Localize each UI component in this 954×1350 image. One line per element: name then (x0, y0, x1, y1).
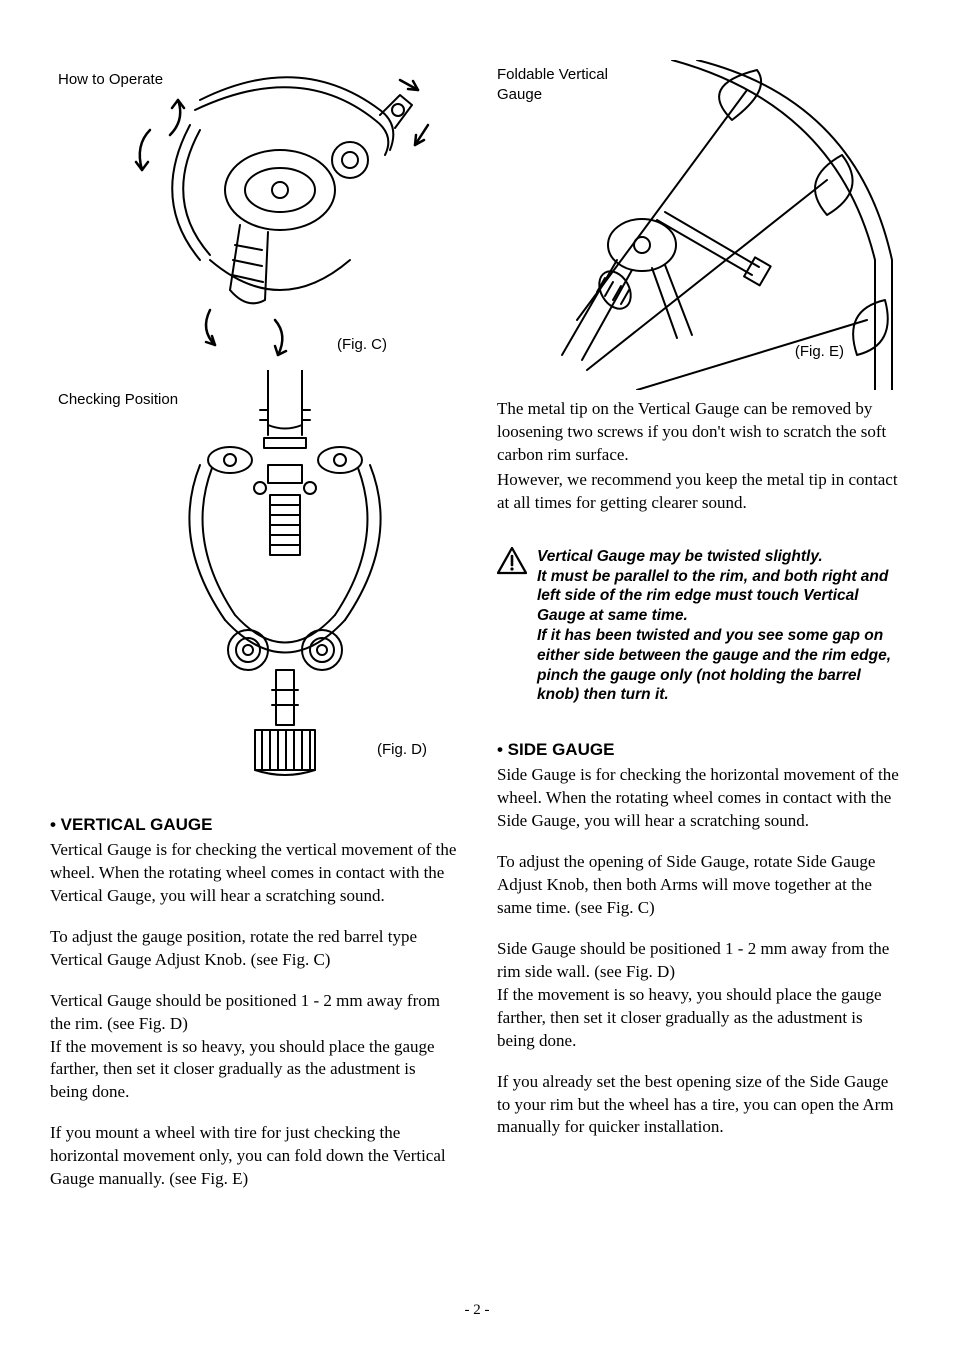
page-content: How to Operate (0, 0, 954, 1231)
warning-block: Vertical Gauge may be twisted slightly. … (497, 547, 904, 706)
vertical-gauge-heading: • VERTICAL GAUGE (50, 814, 457, 837)
left-p3a: Vertical Gauge should be positioned 1 - … (50, 990, 457, 1036)
right-p5a: Side Gauge should be positioned 1 - 2 mm… (497, 938, 904, 984)
page-number: - 2 - (0, 1300, 954, 1320)
left-p2: To adjust the gauge position, rotate the… (50, 926, 457, 972)
left-p3b: If the movement is so heavy, you should … (50, 1036, 457, 1105)
left-p4: If you mount a wheel with tire for just … (50, 1122, 457, 1191)
figd-caption: (Fig. D) (377, 740, 427, 760)
fige-label: Foldable Vertical Gauge (497, 65, 617, 106)
right-p5b: If the movement is so heavy, you should … (497, 984, 904, 1053)
figc-label: How to Operate (58, 70, 163, 90)
left-column: How to Operate (50, 60, 457, 1191)
right-p1: The metal tip on the Vertical Gauge can … (497, 398, 904, 467)
figd-label: Checking Position (58, 390, 178, 410)
figc-caption: (Fig. C) (337, 335, 387, 355)
left-p1: Vertical Gauge is for checking the verti… (50, 839, 457, 908)
side-gauge-heading: • SIDE GAUGE (497, 739, 904, 762)
right-p6: If you already set the best opening size… (497, 1071, 904, 1140)
fige-caption: (Fig. E) (795, 342, 844, 362)
figure-c: How to Operate (50, 60, 457, 370)
right-column: Foldable Vertical Gauge (497, 60, 904, 1191)
right-p2: However, we recommend you keep the metal… (497, 469, 904, 515)
figd-illustration (50, 370, 450, 800)
warning-text: Vertical Gauge may be twisted slightly. … (537, 547, 904, 706)
right-p4: To adjust the opening of Side Gauge, rot… (497, 851, 904, 920)
figc-illustration (50, 60, 450, 370)
figure-d: Checking Position (50, 370, 457, 800)
warning-icon (497, 547, 527, 575)
figure-e: Foldable Vertical Gauge (497, 60, 904, 390)
right-p3: Side Gauge is for checking the horizonta… (497, 764, 904, 833)
fige-illustration (497, 60, 897, 390)
